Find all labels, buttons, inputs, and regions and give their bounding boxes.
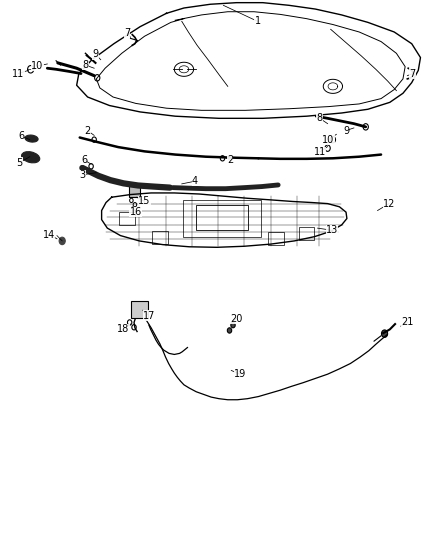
Text: 2: 2: [227, 155, 233, 165]
Text: 14: 14: [43, 230, 55, 239]
Text: 13: 13: [326, 225, 338, 235]
Ellipse shape: [21, 151, 40, 163]
Circle shape: [227, 328, 232, 333]
Text: 6: 6: [81, 155, 87, 165]
Text: 7: 7: [124, 28, 130, 38]
Text: 11: 11: [12, 69, 25, 78]
Text: 5: 5: [17, 158, 23, 167]
Text: 18: 18: [117, 325, 130, 334]
Circle shape: [59, 237, 65, 245]
Text: 11: 11: [314, 147, 326, 157]
Circle shape: [231, 322, 235, 328]
Text: 6: 6: [18, 131, 24, 141]
Text: 10: 10: [31, 61, 43, 71]
Text: 9: 9: [92, 50, 99, 59]
Text: 2: 2: [85, 126, 91, 135]
Text: 21: 21: [401, 318, 413, 327]
Text: 15: 15: [138, 197, 151, 206]
Text: 9: 9: [343, 126, 349, 135]
Text: 16: 16: [130, 207, 142, 217]
Text: 7: 7: [410, 69, 416, 78]
Text: 4: 4: [192, 176, 198, 186]
Ellipse shape: [25, 135, 38, 142]
FancyBboxPatch shape: [131, 301, 148, 318]
Text: 20: 20: [230, 314, 243, 324]
Circle shape: [381, 330, 388, 337]
Text: 1: 1: [254, 17, 261, 26]
Text: 12: 12: [383, 199, 395, 208]
Text: 10: 10: [322, 135, 335, 144]
Text: 8: 8: [317, 114, 323, 123]
Text: 17: 17: [143, 311, 155, 320]
Text: 8: 8: [82, 60, 88, 70]
Text: 3: 3: [79, 170, 85, 180]
FancyBboxPatch shape: [129, 186, 140, 197]
Text: 19: 19: [234, 369, 246, 379]
